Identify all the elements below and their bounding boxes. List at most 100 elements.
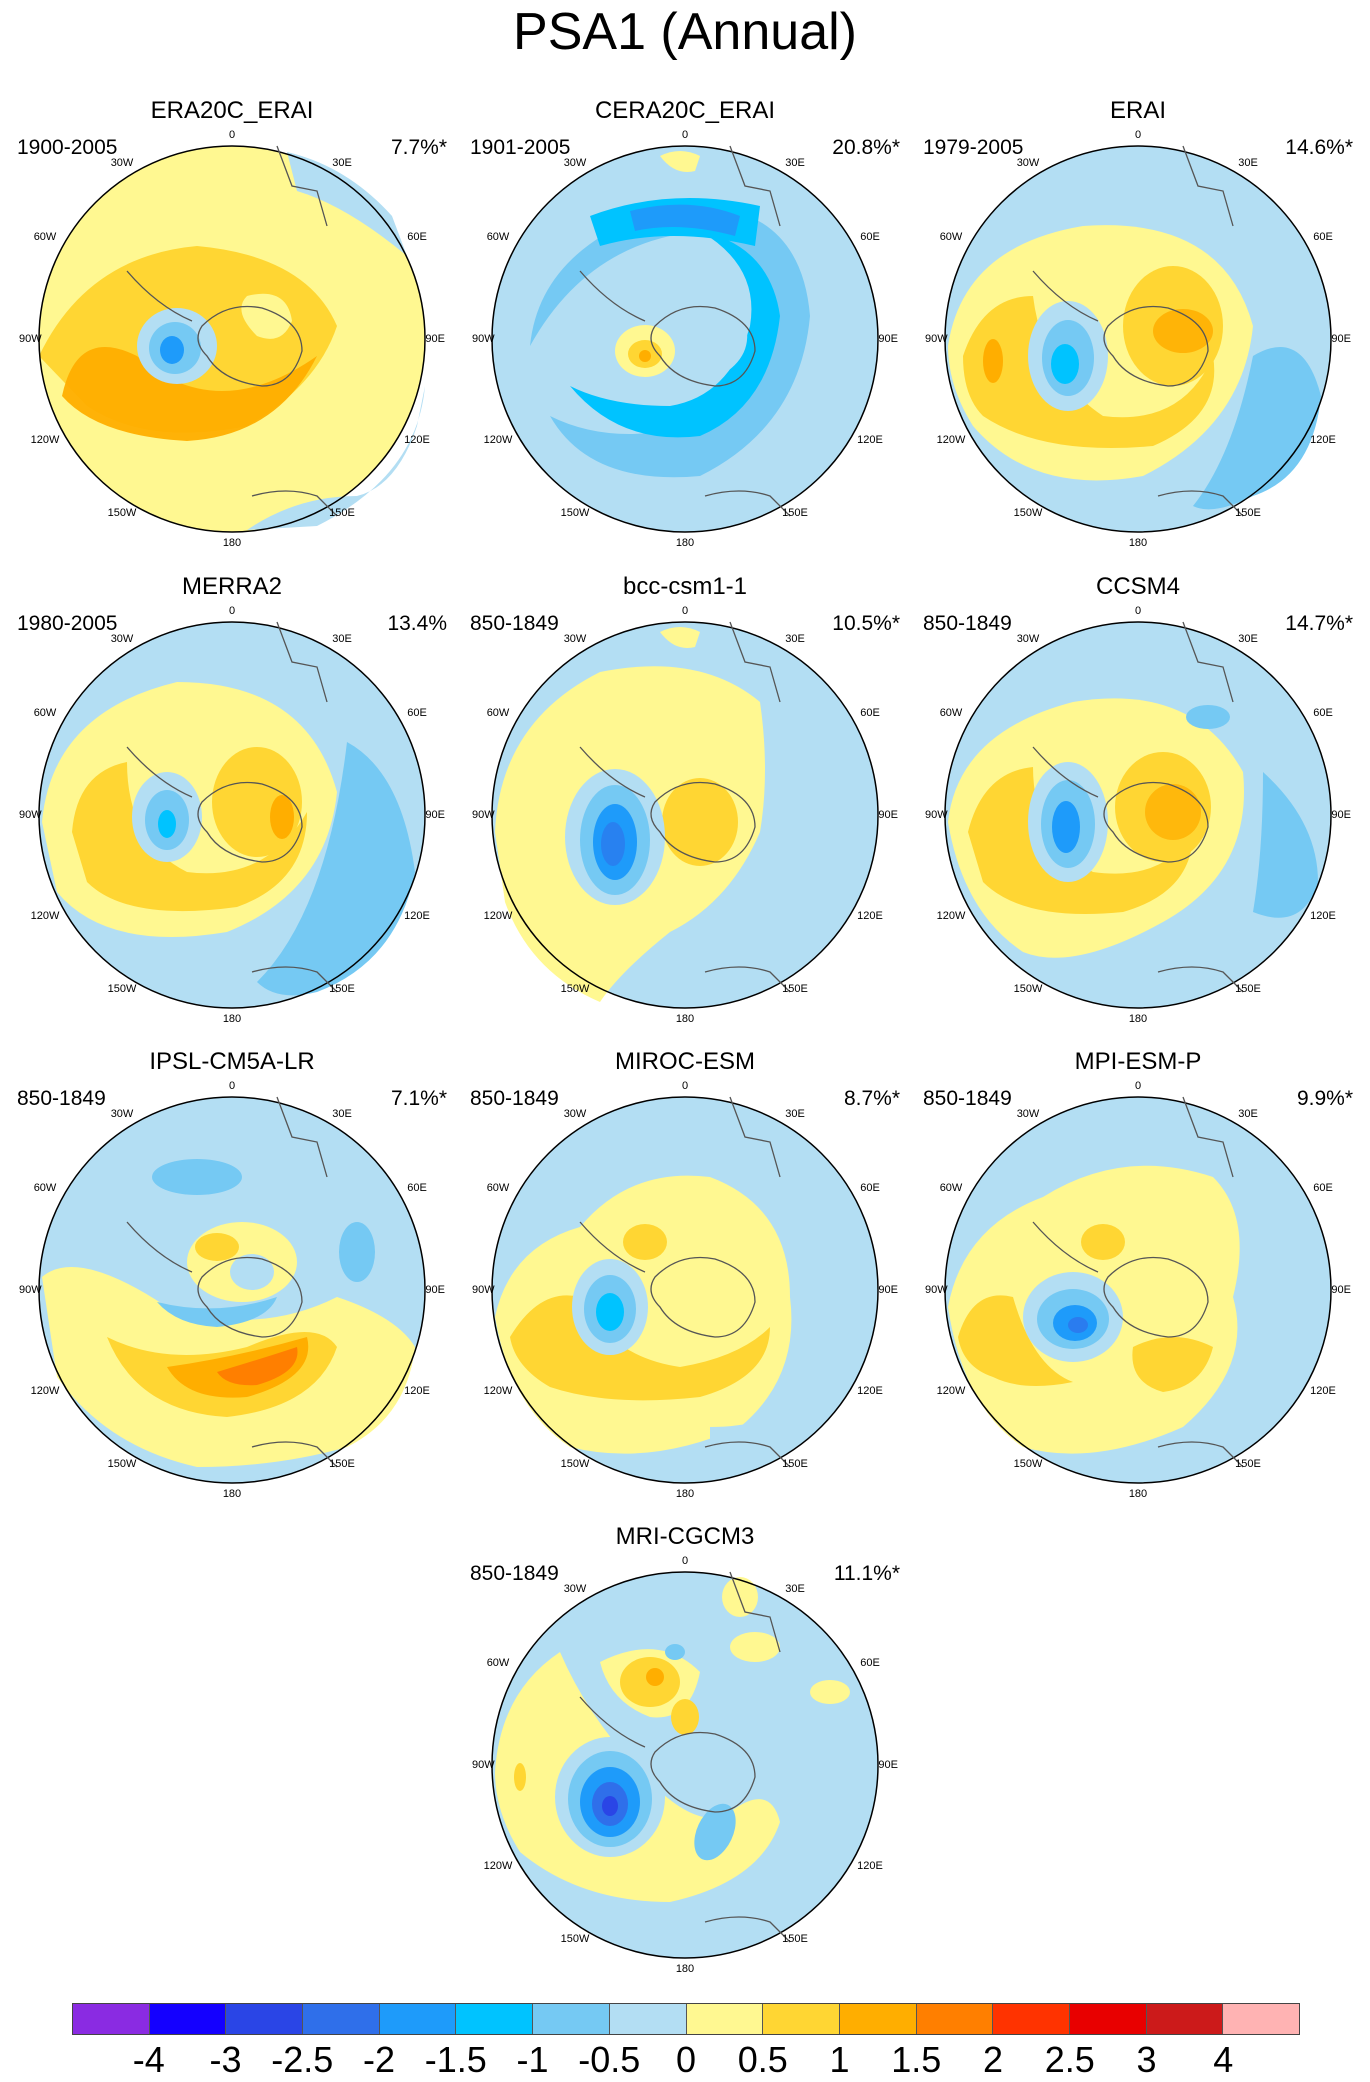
panel-variance: 20.8%*	[832, 136, 900, 159]
coastline	[579, 145, 791, 517]
map-disc	[38, 621, 426, 1009]
panel-variance: 14.6%*	[1285, 136, 1353, 159]
lon-label: 120W	[484, 434, 513, 446]
lon-label: 150W	[561, 983, 590, 995]
map-panel-mri-cgcm3: MRI-CGCM3 850-1849 11.1%*	[470, 1522, 900, 1992]
colorbar-swatch	[1069, 2004, 1147, 2034]
colorbar-swatch	[839, 2004, 917, 2034]
lon-label: 180	[1129, 1013, 1147, 1025]
lon-label: 90E	[878, 1759, 898, 1771]
panel-period: 850-1849	[470, 612, 559, 635]
lon-label: 90E	[1331, 1284, 1351, 1296]
lon-label: 30E	[1238, 633, 1258, 645]
lon-label: 90W	[472, 809, 495, 821]
colorbar-swatch	[73, 2004, 150, 2034]
lon-label: 30E	[332, 1108, 352, 1120]
lon-label: 90W	[19, 1284, 42, 1296]
map-panel-merra2: MERRA2 1980-2005 13.4% 0 30E 60E 90E 120	[17, 572, 447, 1042]
lon-label: 120E	[404, 910, 430, 922]
longitude-labels: 0 30E 60E 90E 120E 150E 180 150W 120W 90…	[19, 129, 445, 549]
lon-label: 180	[676, 1488, 694, 1500]
lon-label: 30W	[111, 633, 134, 645]
lon-label: 30E	[332, 157, 352, 169]
panel-variance: 8.7%*	[843, 1087, 900, 1110]
polar-map: 0 30E 60E 90E 120E 150E 180 150W 120W 90…	[472, 1080, 898, 1500]
lon-label: 90E	[878, 809, 898, 821]
lon-label: 90E	[1331, 333, 1351, 345]
panel-variance: 9.9%*	[1296, 1087, 1353, 1110]
colorbar-tick-label: 0	[675, 2039, 697, 2080]
lon-label: 90E	[425, 809, 445, 821]
coastline	[1032, 1096, 1244, 1468]
panel-title: IPSL-CM5A-LR	[149, 1048, 315, 1075]
colorbar	[72, 2003, 1300, 2035]
coastline	[1032, 621, 1244, 993]
map-panel-cera20c-erai: CERA20C_ERAI 1901-2005 20.8%* 0 30E 60E	[470, 96, 900, 566]
lon-label: 90W	[19, 809, 42, 821]
lon-label: 180	[676, 537, 694, 549]
lon-label: 120W	[31, 1385, 60, 1397]
map-panel-ipsl-cm5a-lr: IPSL-CM5A-LR 850-1849 7.1%* 0 30E 60E	[17, 1047, 447, 1517]
map-panel-era20c-erai: ERA20C_ERAI 1900-2005 7.7%* 0 30E 60E 90…	[17, 96, 447, 566]
panel-title: MPI-ESM-P	[1074, 1048, 1202, 1075]
polar-map: 0 30E 60E 90E 120E 150E 180 150W 120W 90…	[19, 129, 445, 549]
polar-map: 0 30E 60E 90E 120E 150E 180 150W 120W 90…	[472, 129, 898, 549]
polar-map: 0 30E 60E 90E 120E 150E 180 150W 120W 90…	[19, 1080, 445, 1500]
longitude-labels: 0 30E 60E 90E 120E 150E 180 150W 120W 90…	[19, 605, 445, 1025]
polar-map: 0 30E 60E 90E 120E 150E 180 150W 120W 90…	[19, 605, 445, 1025]
colorbar-swatch	[1223, 2004, 1299, 2034]
lon-label: 120W	[937, 434, 966, 446]
map-disc	[491, 1096, 879, 1484]
colorbar-swatch	[533, 2004, 610, 2034]
lon-label: 60W	[940, 707, 963, 719]
panel-variance: 14.7%*	[1285, 612, 1353, 635]
lon-label: 180	[1129, 537, 1147, 549]
lon-label: 30E	[785, 633, 805, 645]
colorbar-swatch	[916, 2004, 994, 2034]
panel-period: 1901-2005	[470, 136, 571, 159]
lon-label: 30E	[785, 157, 805, 169]
lon-label: 60E	[860, 1657, 880, 1669]
colorbar-tick-label: -3	[209, 2039, 242, 2080]
lon-label: 0	[682, 605, 688, 617]
lon-label: 60W	[940, 231, 963, 243]
lon-label: 0	[1135, 605, 1141, 617]
lon-label: 150W	[108, 983, 137, 995]
lon-label: 120W	[484, 1860, 513, 1872]
lon-label: 120E	[1310, 434, 1336, 446]
colorbar-swatch	[303, 2004, 380, 2034]
lon-label: 30E	[332, 633, 352, 645]
longitude-labels: 0 30E 60E 90E 120E 150E 180 150W 120W 90…	[472, 1555, 898, 1975]
panel-period: 1979-2005	[923, 136, 1024, 159]
colorbar-swatch	[149, 2004, 227, 2034]
panel-period: 1980-2005	[17, 612, 118, 635]
lon-label: 60E	[1313, 707, 1333, 719]
lon-label: 60E	[407, 231, 427, 243]
map-panel-bcc-csm1-1: bcc-csm1-1 850-1849 10.5%* 0 30E 60E 90E…	[470, 572, 900, 1042]
lon-label: 90W	[472, 333, 495, 345]
lon-label: 150W	[561, 1458, 590, 1470]
lon-label: 60W	[487, 231, 510, 243]
colorbar-swatch	[686, 2004, 764, 2034]
panel-variance: 7.1%*	[390, 1087, 447, 1110]
colorbar-swatch	[379, 2004, 457, 2034]
lon-label: 150W	[561, 1933, 590, 1945]
colorbar-swatch	[993, 2004, 1070, 2034]
longitude-labels: 0 30E 60E 90E 120E 150E 180 150W 120W 90…	[472, 605, 898, 1025]
lon-label: 0	[682, 1555, 688, 1567]
polar-map: 0 30E 60E 90E 120E 150E 180 150W 120W 90…	[925, 605, 1351, 1025]
lon-label: 120W	[937, 910, 966, 922]
lon-label: 150E	[329, 1458, 355, 1470]
lon-label: 150E	[329, 507, 355, 519]
map-disc	[38, 145, 426, 533]
colorbar-swatch	[1146, 2004, 1224, 2034]
colorbar-tick-label: 2	[982, 2039, 1004, 2080]
lon-label: 90E	[1331, 809, 1351, 821]
lon-label: 30W	[564, 157, 587, 169]
colorbar-tick-label: -1.5	[424, 2039, 487, 2080]
colorbar-swatch	[456, 2004, 534, 2034]
map-panel-ccsm4: CCSM4 850-1849 14.7%* 0 30E 60E 90E	[923, 572, 1353, 1042]
panel-variance: 11.1%*	[833, 1562, 900, 1585]
lon-label: 120E	[1310, 910, 1336, 922]
longitude-labels: 0 30E 60E 90E 120E 150E 180 150W 120W 90…	[19, 1080, 445, 1500]
